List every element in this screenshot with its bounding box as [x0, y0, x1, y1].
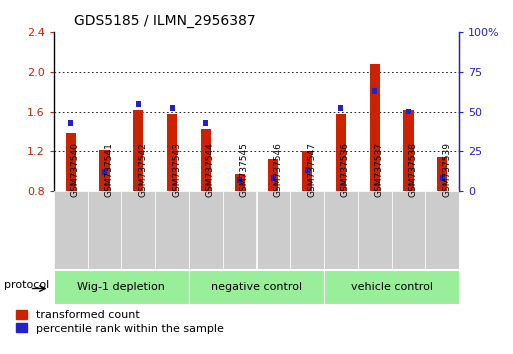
Text: GSM737541: GSM737541 — [105, 142, 113, 196]
Text: GSM737544: GSM737544 — [206, 142, 215, 196]
Bar — [256, 191, 290, 269]
Bar — [155, 191, 189, 269]
Text: GSM737536: GSM737536 — [341, 142, 350, 196]
Text: GSM737538: GSM737538 — [408, 142, 418, 196]
Bar — [271, 176, 276, 181]
Bar — [189, 191, 223, 269]
Text: GSM737545: GSM737545 — [240, 142, 249, 196]
Text: vehicle control: vehicle control — [350, 282, 432, 292]
Text: GSM737539: GSM737539 — [442, 142, 451, 196]
Bar — [66, 133, 76, 191]
Text: GSM737540: GSM737540 — [71, 142, 80, 196]
Text: protocol: protocol — [4, 280, 50, 290]
Bar — [268, 159, 279, 191]
Bar — [68, 120, 73, 126]
Bar — [425, 191, 459, 269]
Bar — [437, 157, 447, 191]
Bar — [54, 270, 189, 304]
Text: Wig-1 depletion: Wig-1 depletion — [77, 282, 165, 292]
Bar — [403, 109, 413, 191]
Bar — [358, 191, 391, 269]
Bar — [406, 109, 411, 114]
Bar — [391, 191, 425, 269]
Bar — [169, 105, 174, 111]
Bar — [167, 114, 177, 191]
Bar — [223, 191, 256, 269]
Text: GDS5185 / ILMN_2956387: GDS5185 / ILMN_2956387 — [74, 14, 256, 28]
Text: GSM737537: GSM737537 — [374, 142, 384, 196]
Bar — [88, 191, 122, 269]
Bar — [324, 191, 358, 269]
Text: GSM737542: GSM737542 — [139, 142, 147, 196]
Text: GSM737546: GSM737546 — [273, 142, 282, 196]
Text: GSM737543: GSM737543 — [172, 142, 181, 196]
Bar — [133, 109, 143, 191]
Bar — [372, 88, 377, 94]
Bar — [100, 150, 110, 191]
Bar — [203, 120, 208, 126]
Bar — [201, 130, 211, 191]
Bar — [122, 191, 155, 269]
Bar — [189, 270, 324, 304]
Legend: transformed count, percentile rank within the sample: transformed count, percentile rank withi… — [16, 310, 224, 334]
Bar — [237, 177, 242, 183]
Bar — [102, 169, 107, 175]
Bar — [305, 167, 310, 173]
Bar — [302, 152, 312, 191]
Bar — [234, 174, 245, 191]
Bar — [324, 270, 459, 304]
Bar — [336, 114, 346, 191]
Bar — [370, 64, 380, 191]
Bar — [136, 101, 141, 107]
Text: negative control: negative control — [211, 282, 302, 292]
Bar — [339, 105, 344, 111]
Text: GSM737547: GSM737547 — [307, 142, 316, 196]
Bar — [290, 191, 324, 269]
Bar — [440, 176, 445, 181]
Bar — [54, 191, 88, 269]
